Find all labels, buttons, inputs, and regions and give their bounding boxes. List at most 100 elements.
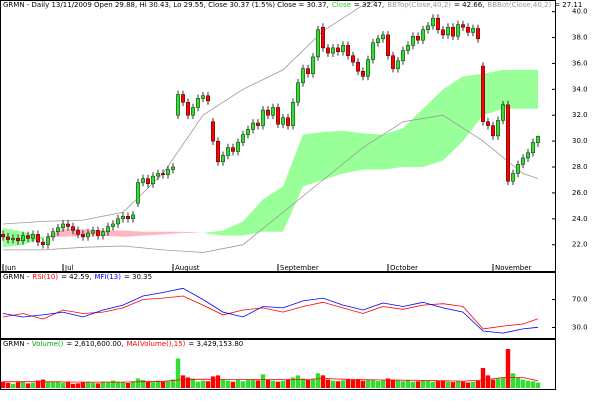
candle-body — [85, 232, 90, 238]
candle-body — [471, 28, 476, 33]
panel-header: GRMN - RSI(10) = 42.59, MFI(13) = 30.35 — [3, 273, 152, 281]
volume-bar — [450, 382, 456, 388]
candle-body — [516, 164, 521, 174]
cloud-segment — [423, 89, 443, 168]
candle-body — [481, 65, 486, 122]
candle-body — [1, 234, 5, 238]
candle-body — [286, 117, 291, 126]
candle-body — [26, 235, 31, 239]
candle-body — [536, 136, 541, 143]
cloud-segment — [263, 186, 283, 232]
header-item: = 32.47, — [354, 1, 384, 9]
candle-body — [160, 173, 165, 175]
candle-body — [411, 36, 416, 46]
candle-body — [346, 45, 351, 56]
y-tick-label: 24.0 — [572, 215, 588, 223]
oscillator-panel — [0, 272, 556, 339]
volume-bar — [160, 381, 166, 388]
volume-bar — [400, 381, 406, 388]
volume-bar — [45, 381, 51, 388]
candle-body — [180, 94, 185, 103]
candle-body — [461, 24, 466, 28]
candle-body — [135, 182, 140, 204]
volume-bar — [35, 380, 41, 388]
candle-body — [456, 24, 461, 37]
volume-bar — [505, 349, 511, 388]
volume-bar — [370, 379, 376, 388]
volume-bar — [10, 383, 16, 388]
header-item: MA(Volume(),15) — [126, 340, 185, 348]
cloud-segment — [283, 134, 303, 232]
candle-body — [256, 122, 261, 126]
candle-body — [376, 38, 381, 43]
volume-bar — [240, 381, 246, 388]
x-tick-label: Jul — [64, 264, 74, 272]
volume-bar — [305, 380, 311, 388]
volume-bar — [340, 380, 346, 388]
volume-bar — [270, 380, 276, 388]
x-tick-label: Jun — [4, 264, 16, 272]
volume-bar — [310, 379, 316, 388]
candle-body — [10, 238, 15, 240]
candle-body — [175, 94, 180, 116]
candle-body — [230, 147, 235, 152]
candle-body — [195, 98, 200, 108]
x-tick-label: October — [390, 264, 418, 272]
candle-body — [301, 68, 306, 84]
header-item: Close — [332, 1, 351, 9]
candle-body — [165, 169, 170, 175]
candle-body — [466, 26, 471, 33]
cloud-segment — [443, 76, 463, 161]
volume-bar — [250, 379, 256, 388]
header-item: = 30.35 — [124, 273, 152, 281]
volume-bar — [170, 379, 176, 388]
candle-body — [361, 71, 366, 77]
volume-bar — [245, 380, 251, 388]
volume-bar — [155, 380, 161, 388]
candle-body — [421, 29, 426, 41]
candle-body — [396, 60, 401, 69]
x-tick-label: November — [495, 264, 532, 272]
candle-body — [366, 59, 371, 77]
candle-body — [321, 26, 326, 49]
volume-bar — [430, 381, 436, 388]
candle-body — [225, 147, 230, 156]
volume-bar — [445, 381, 451, 388]
candle-body — [130, 214, 135, 220]
volume-bar — [235, 379, 241, 388]
candle-body — [155, 173, 160, 177]
candle-body — [271, 107, 276, 116]
volume-bar — [380, 380, 386, 388]
cloud-segment — [323, 130, 343, 180]
volume-bar — [315, 373, 321, 388]
candle-body — [526, 152, 531, 159]
volume-bar — [460, 381, 466, 388]
volume-bar — [320, 375, 326, 388]
volume-bar — [420, 380, 426, 388]
volume-bar — [260, 374, 266, 388]
candle-body — [36, 234, 41, 243]
candle-body — [356, 61, 361, 72]
volume-bar — [355, 379, 361, 388]
volume-bar — [480, 368, 486, 388]
cloud-segment — [503, 69, 523, 109]
volume-bar — [30, 382, 36, 388]
candle-body — [185, 102, 190, 116]
volume-bar — [225, 380, 231, 388]
y-tick-label: 28.0 — [572, 163, 588, 171]
header-item: = 2,610,600.00, — [66, 340, 123, 348]
candle-body — [220, 155, 225, 163]
cloud-segment — [163, 231, 183, 235]
candle-body — [401, 50, 406, 62]
candle-body — [170, 166, 175, 170]
volume-bar — [515, 377, 521, 388]
candle-body — [110, 223, 115, 227]
volume-bar — [470, 381, 476, 388]
candle-body — [446, 26, 451, 36]
volume-bar — [1, 381, 6, 388]
header-item: GRMN - — [3, 273, 30, 281]
cloud-segment — [203, 230, 223, 236]
indicator-line — [2, 295, 539, 330]
candle-body — [336, 47, 341, 52]
